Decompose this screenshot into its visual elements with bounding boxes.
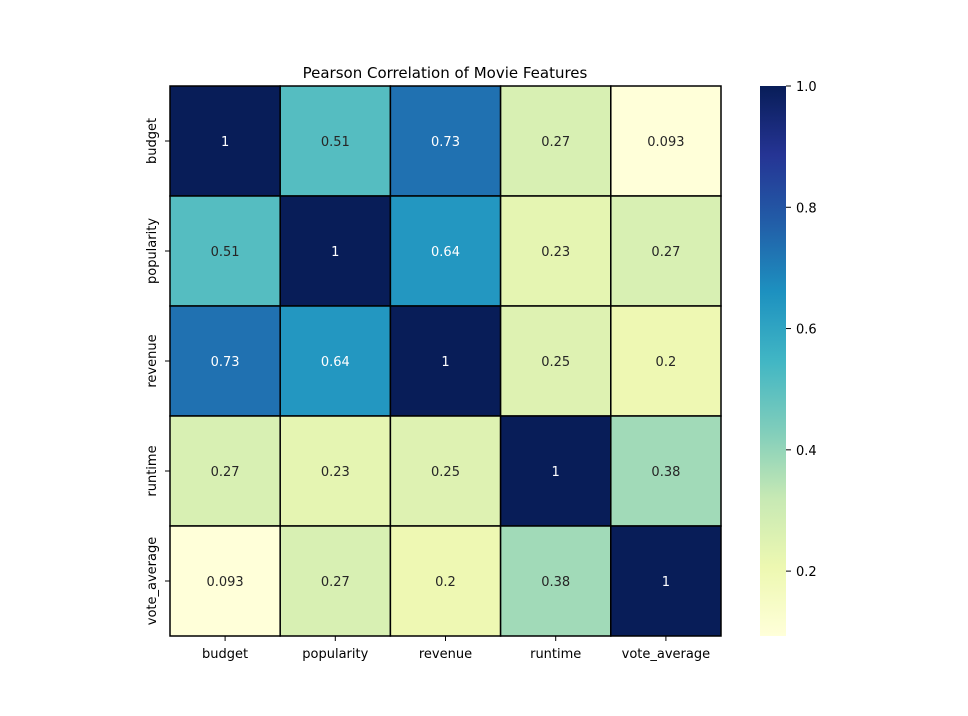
heatmap-cell-budget-popularity xyxy=(279,85,392,197)
y-tick-label-budget: budget xyxy=(145,118,160,164)
y-axis-ticks: budget popularity revenue runtime vote_avera… xyxy=(145,118,170,625)
heatmap-cell-label: 0.51 xyxy=(211,245,240,260)
chart-title: Pearson Correlation of Movie Features xyxy=(303,64,588,82)
heatmap-cells: 1 0.51 0.73 0.27 0.093 0.51 1 0.64 0.23 0.27 0.73 0… xyxy=(169,85,722,637)
heatmap-cell-label: 0.25 xyxy=(541,355,570,370)
heatmap-cell-label: 0.2 xyxy=(435,575,456,590)
heatmap-cell-runtime-revenue xyxy=(389,415,502,527)
heatmap-cell-label: 0.27 xyxy=(651,245,680,260)
heatmap-cell-label: 1 xyxy=(552,465,560,480)
heatmap-cell-popularity-revenue xyxy=(389,195,502,307)
heatmap-cell-label: 0.27 xyxy=(321,575,350,590)
heatmap-cell-label: 1 xyxy=(662,575,670,590)
colorbar-tick-label: 0.2 xyxy=(796,565,817,580)
heatmap-cell-popularity-budget xyxy=(169,195,281,307)
heatmap-cell-popularity-vote_average xyxy=(610,195,722,307)
heatmap-cell-revenue-revenue xyxy=(389,305,502,417)
x-tick-label-popularity: popularity xyxy=(302,647,368,662)
colorbar-tick-label: 0.6 xyxy=(796,323,817,338)
heatmap-cell-runtime-popularity xyxy=(279,415,392,527)
heatmap-cell-label: 0.093 xyxy=(647,135,684,150)
colorbar-tick-label: 0.8 xyxy=(796,201,817,216)
heatmap-cell-budget-budget xyxy=(169,85,281,197)
y-tick-label-vote_average: vote_average xyxy=(145,537,160,625)
x-tick-label-runtime: runtime xyxy=(530,647,581,662)
x-axis-ticks: budget popularity revenue runtime vote_avera… xyxy=(202,636,710,662)
heatmap-cell-label: 0.38 xyxy=(651,465,680,480)
heatmap-cell-label: 0.27 xyxy=(541,135,570,150)
x-tick-label-revenue: revenue xyxy=(419,647,472,662)
heatmap-cell-runtime-vote_average xyxy=(610,415,722,527)
heatmap-cell-label: 0.27 xyxy=(211,465,240,480)
colorbar: 0.2 0.4 0.6 0.8 1.0 xyxy=(760,80,817,636)
heatmap-cell-label: 0.38 xyxy=(541,575,570,590)
heatmap-cell-revenue-runtime xyxy=(499,305,612,417)
heatmap-cell-label: 1 xyxy=(331,245,339,260)
heatmap-cell-revenue-popularity xyxy=(279,305,392,417)
heatmap-cell-label: 0.25 xyxy=(431,465,460,480)
heatmap-cell-label: 0.2 xyxy=(656,355,677,370)
heatmap-cell-budget-vote_average xyxy=(610,85,722,197)
heatmap-cell-label: 0.23 xyxy=(321,465,350,480)
colorbar-tick-label: 0.4 xyxy=(796,444,817,459)
heatmap-cell-label: 1 xyxy=(441,355,449,370)
heatmap-cell-label: 0.73 xyxy=(211,355,240,370)
heatmap-cell-vote_average-budget xyxy=(169,525,281,637)
heatmap-cell-budget-runtime xyxy=(499,85,612,197)
heatmap-cell-revenue-vote_average xyxy=(610,305,722,417)
heatmap-cell-runtime-runtime xyxy=(499,415,612,527)
x-tick-label-budget: budget xyxy=(202,647,248,662)
heatmap-cell-label: 0.23 xyxy=(541,245,570,260)
colorbar-gradient xyxy=(760,86,786,636)
y-tick-label-revenue: revenue xyxy=(145,334,160,387)
heatmap-cell-label: 0.64 xyxy=(431,245,460,260)
heatmap-cell-label: 1 xyxy=(221,135,229,150)
heatmap-cell-label: 0.64 xyxy=(321,355,350,370)
heatmap-cell-label: 0.73 xyxy=(431,135,460,150)
heatmap-cell-vote_average-revenue xyxy=(389,525,502,637)
y-tick-label-runtime: runtime xyxy=(145,445,160,496)
x-tick-label-vote_average: vote_average xyxy=(622,647,710,662)
heatmap-cell-label: 0.51 xyxy=(321,135,350,150)
y-tick-label-popularity: popularity xyxy=(145,218,160,284)
colorbar-tick-label: 1.0 xyxy=(796,80,817,95)
heatmap-cell-vote_average-vote_average xyxy=(610,525,722,637)
heatmap-cell-vote_average-popularity xyxy=(279,525,392,637)
heatmap-cell-label: 0.093 xyxy=(206,575,243,590)
heatmap-cell-budget-revenue xyxy=(389,85,502,197)
